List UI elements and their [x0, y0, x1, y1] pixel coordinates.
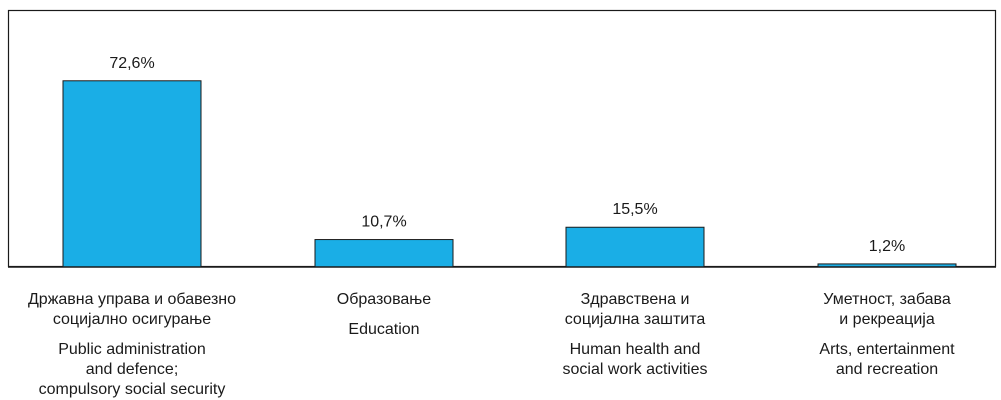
- value-labels-group: 72,6% 10,7% 15,5% 1,2%: [109, 55, 905, 255]
- value-label-0: 72,6%: [109, 55, 154, 72]
- category-label-health: Здравствена и социјална заштита Human he…: [505, 290, 765, 380]
- bar-1: [314, 239, 454, 268]
- value-label-1: 10,7%: [361, 214, 406, 231]
- category-label-en: Public administration and defence; compu…: [38, 341, 226, 398]
- category-label-en: Education: [348, 321, 420, 338]
- category-label-sr: Државна управа и обавезно социјално осиг…: [27, 291, 237, 328]
- value-label-3: 1,2%: [869, 238, 905, 255]
- bars-group: [62, 80, 957, 268]
- category-label-en: Human health and social work activities: [562, 341, 708, 378]
- category-label-arts: Уметност, забава и рекреација Arts, ente…: [757, 290, 1001, 380]
- bar-0: [62, 80, 202, 268]
- value-label-2: 15,5%: [612, 201, 657, 218]
- category-label-sr: Образовање: [336, 291, 432, 308]
- category-label-education: Образовање Education: [254, 290, 514, 340]
- category-label-public-administration: Државна управа и обавезно социјално осиг…: [2, 290, 262, 400]
- category-label-sr: Здравствена и социјална заштита: [564, 291, 706, 328]
- bar-2: [565, 226, 705, 268]
- category-label-sr: Уметност, забава и рекреација: [823, 291, 951, 328]
- category-label-en: Arts, entertainment and recreation: [819, 341, 955, 378]
